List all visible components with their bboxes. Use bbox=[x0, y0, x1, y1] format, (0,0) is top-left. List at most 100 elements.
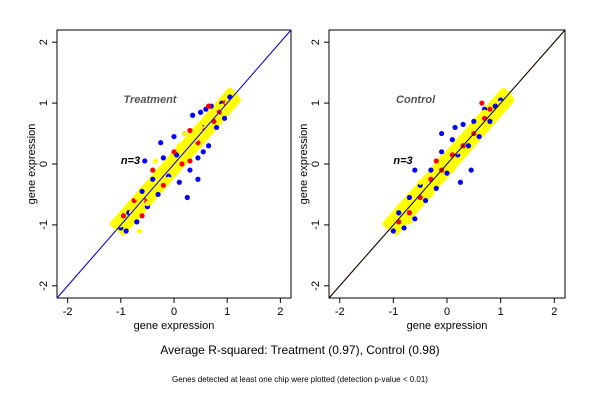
data-point-blue-23 bbox=[457, 179, 464, 185]
y-tick-label: 1 bbox=[38, 100, 50, 106]
data-point-blue-8 bbox=[428, 167, 434, 173]
data-point-red-12 bbox=[433, 158, 439, 164]
x-axis-label: gene expression bbox=[134, 320, 215, 332]
data-point-yellow-22 bbox=[406, 219, 413, 225]
data-point-blue-4 bbox=[134, 219, 140, 225]
data-point-blue-4 bbox=[406, 194, 413, 201]
data-point-blue-26 bbox=[142, 158, 148, 164]
data-point-red-4 bbox=[150, 167, 156, 173]
data-point-blue-8 bbox=[155, 191, 161, 198]
x-tick-label: 1 bbox=[498, 306, 504, 318]
data-point-blue-1 bbox=[390, 228, 396, 234]
data-point-blue-2 bbox=[396, 210, 402, 216]
data-point-blue-2 bbox=[123, 228, 129, 234]
data-point-red-11 bbox=[479, 100, 485, 106]
data-point-blue-26 bbox=[452, 124, 458, 131]
data-point-blue-9 bbox=[433, 185, 439, 191]
data-point-red-9 bbox=[481, 115, 488, 121]
data-point-blue-25 bbox=[439, 130, 445, 137]
data-point-blue-7 bbox=[422, 197, 429, 204]
x-tick-label: -1 bbox=[116, 306, 126, 318]
x-tick-label: -2 bbox=[63, 306, 73, 318]
x-axis-label: gene expression bbox=[407, 320, 488, 332]
panel-title: Treatment bbox=[123, 94, 177, 106]
data-point-red-16 bbox=[187, 158, 193, 164]
data-point-yellow-24 bbox=[136, 228, 143, 234]
data-point-blue-5 bbox=[139, 188, 145, 195]
data-point-blue-11 bbox=[171, 133, 177, 140]
data-point-red-8 bbox=[187, 127, 193, 134]
data-point-red-5 bbox=[160, 182, 166, 188]
sample-count-label: n=3 bbox=[121, 155, 140, 167]
data-point-blue-11 bbox=[444, 170, 450, 176]
data-point-blue-25 bbox=[227, 94, 233, 100]
data-point-blue-14 bbox=[187, 167, 193, 173]
panel-title: Control bbox=[396, 94, 436, 106]
data-point-red-10 bbox=[487, 106, 493, 112]
data-point-yellow-19 bbox=[471, 140, 477, 146]
data-point-blue-24 bbox=[221, 115, 228, 121]
data-point-yellow-21 bbox=[219, 103, 225, 109]
data-point-yellow-20 bbox=[481, 109, 488, 115]
data-point-red-6 bbox=[449, 152, 455, 158]
data-point-blue-24 bbox=[468, 167, 474, 173]
diagonal-line-2 bbox=[56, 29, 292, 299]
data-point-yellow-14 bbox=[417, 179, 423, 185]
sample-count-label: n=3 bbox=[393, 155, 412, 167]
y-axis-label: gene expression bbox=[298, 124, 310, 205]
data-point-red-6 bbox=[171, 149, 177, 155]
data-point-blue-16 bbox=[195, 155, 201, 161]
data-point-yellow-22 bbox=[152, 158, 158, 164]
data-point-yellow-15 bbox=[155, 170, 161, 176]
x-tick-label: -2 bbox=[335, 306, 345, 318]
data-point-blue-22 bbox=[213, 124, 220, 131]
data-point-red-2 bbox=[406, 210, 413, 216]
data-point-blue-20 bbox=[492, 103, 498, 109]
y-axis-label: gene expression bbox=[26, 124, 38, 205]
data-point-blue-12 bbox=[176, 179, 182, 185]
data-point-blue-5 bbox=[412, 216, 418, 222]
y-tick-label: -2 bbox=[310, 281, 322, 291]
data-point-blue-22 bbox=[412, 167, 418, 173]
x-tick-label: 2 bbox=[551, 306, 557, 318]
data-point-yellow-18 bbox=[460, 133, 466, 140]
summary-text: Average R-squared: Treatment (0.97), Con… bbox=[160, 343, 440, 357]
data-point-blue-15 bbox=[190, 112, 196, 118]
data-point-red-3 bbox=[417, 194, 423, 201]
data-point-blue-15 bbox=[465, 143, 472, 149]
data-point-red-1 bbox=[396, 219, 402, 225]
data-point-yellow-21 bbox=[492, 109, 498, 115]
data-point-red-7 bbox=[179, 161, 185, 167]
data-point-yellow-17 bbox=[449, 167, 455, 173]
y-tick-label: -2 bbox=[38, 281, 50, 291]
data-point-blue-17 bbox=[197, 109, 204, 115]
x-tick-label: 0 bbox=[171, 306, 177, 318]
diagonal-line-2 bbox=[328, 29, 566, 299]
y-tick-label: 1 bbox=[310, 100, 322, 106]
data-point-yellow-13 bbox=[134, 194, 140, 201]
data-point-blue-9 bbox=[160, 155, 166, 161]
data-point-blue-18 bbox=[200, 149, 206, 155]
data-point-yellow-16 bbox=[439, 155, 445, 161]
data-point-blue-10 bbox=[439, 149, 445, 155]
x-tick-label: 2 bbox=[277, 306, 283, 318]
footnote-text: Genes detected at least one chip were pl… bbox=[172, 375, 428, 384]
data-point-blue-12 bbox=[449, 137, 455, 143]
data-point-blue-7 bbox=[150, 176, 156, 182]
y-tick-label: -1 bbox=[38, 220, 50, 230]
data-point-red-11 bbox=[205, 103, 212, 109]
y-tick-label: 0 bbox=[310, 161, 322, 167]
data-point-red-1 bbox=[120, 213, 127, 219]
data-point-blue-27 bbox=[184, 194, 190, 201]
data-point-blue-29 bbox=[158, 140, 164, 146]
y-tick-label: 2 bbox=[310, 39, 322, 45]
data-point-blue-14 bbox=[460, 121, 466, 128]
data-point-blue-3 bbox=[401, 225, 407, 231]
data-point-blue-19 bbox=[487, 118, 493, 124]
data-point-blue-16 bbox=[471, 118, 477, 124]
data-point-yellow-15 bbox=[428, 191, 434, 198]
data-point-blue-17 bbox=[476, 133, 482, 140]
data-point-red-4 bbox=[428, 176, 434, 182]
y-tick-label: 2 bbox=[38, 39, 50, 45]
